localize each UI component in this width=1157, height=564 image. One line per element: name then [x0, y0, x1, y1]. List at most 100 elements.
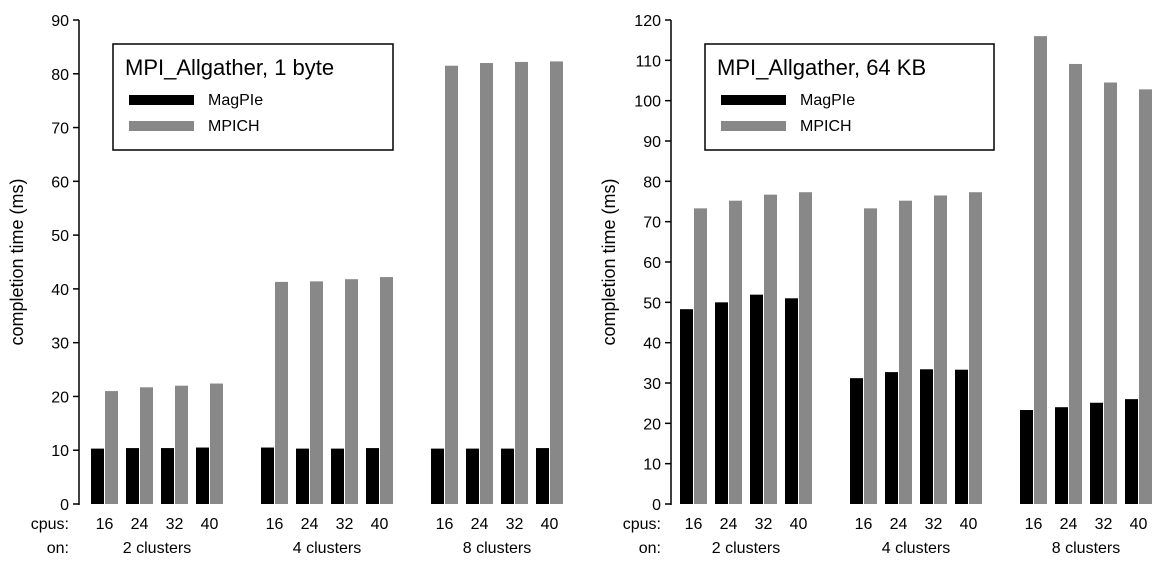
y-tick-label: 50 — [643, 295, 661, 312]
y-tick-label: 70 — [51, 121, 69, 138]
cpus-tick-label: 24 — [301, 516, 319, 533]
cpus-tick-label: 40 — [790, 516, 808, 533]
on-row-label: on: — [47, 540, 69, 557]
bar-mpich-4-clusters-40 — [380, 277, 393, 504]
bar-mpich-2-clusters-24 — [729, 200, 742, 504]
bar-magpie-2-clusters-16 — [91, 448, 104, 504]
bar-mpich-4-clusters-32 — [934, 195, 947, 504]
y-tick-label: 70 — [643, 215, 661, 232]
chart-1-allgather-1-byte: 0 10 20 30 40 50 60 70 80 90 completion time (ms) c… — [7, 13, 563, 557]
bar-mpich-2-clusters-32 — [175, 385, 188, 504]
bar-mpich-8-clusters-24 — [480, 63, 493, 505]
cpus-tick-label: 40 — [201, 516, 219, 533]
cluster-group-label: 2 clusters — [123, 540, 191, 557]
bar-mpich-4-clusters-24 — [310, 281, 323, 504]
bar-mpich-4-clusters-16 — [864, 208, 877, 504]
bar-magpie-2-clusters-24 — [126, 448, 139, 504]
bar-magpie-2-clusters-40 — [785, 298, 798, 504]
y-tick-label: 80 — [51, 67, 69, 84]
cpus-tick-label: 32 — [1095, 516, 1113, 533]
bar-mpich-2-clusters-40 — [799, 192, 812, 504]
cpus-tick-label: 32 — [925, 516, 943, 533]
cpus-tick-label: 24 — [890, 516, 908, 533]
bar-mpich-2-clusters-16 — [105, 391, 118, 504]
bar-magpie-2-clusters-24 — [715, 302, 728, 504]
y-tick-label: 50 — [51, 228, 69, 245]
cpus-tick-label: 16 — [1025, 516, 1043, 533]
y-tick-label: 0 — [652, 497, 661, 514]
y-tick-label: 110 — [635, 53, 661, 70]
chart-title: MPI_Allgather, 1 byte — [125, 55, 334, 80]
legend-swatch — [129, 95, 194, 105]
y-tick-label: 60 — [51, 174, 69, 191]
cpus-tick-label: 40 — [371, 516, 389, 533]
cpus-row-label: cpus: — [623, 516, 661, 533]
cpus-tick-label: 40 — [1130, 516, 1148, 533]
y-tick-label: 60 — [643, 255, 661, 272]
cpus-tick-label: 16 — [266, 516, 284, 533]
bar-magpie-2-clusters-32 — [161, 448, 174, 504]
chart-title: MPI_Allgather, 64 KB — [717, 55, 926, 80]
cpus-tick-label: 16 — [685, 516, 703, 533]
bar-magpie-4-clusters-40 — [366, 448, 379, 504]
bar-magpie-8-clusters-40 — [1125, 399, 1138, 504]
bar-mpich-2-clusters-40 — [210, 383, 223, 504]
y-tick-label: 90 — [643, 134, 661, 151]
bar-magpie-4-clusters-16 — [850, 378, 863, 504]
y-tick-label: 100 — [634, 94, 661, 111]
cpus-tick-label: 24 — [1060, 516, 1078, 533]
bar-magpie-8-clusters-32 — [1090, 402, 1103, 504]
legend-swatch — [721, 95, 786, 105]
bar-mpich-8-clusters-40 — [550, 61, 563, 505]
bar-magpie-8-clusters-16 — [1020, 410, 1033, 504]
cluster-group-label: 4 clusters — [882, 540, 950, 557]
y-tick-label: 90 — [51, 13, 69, 30]
bar-mpich-8-clusters-40 — [1139, 89, 1152, 504]
bar-magpie-4-clusters-40 — [955, 369, 968, 504]
legend-entry-magpie: MagPIe — [208, 92, 263, 109]
cpus-tick-label: 32 — [506, 516, 524, 533]
bar-mpich-8-clusters-24 — [1069, 63, 1082, 505]
bar-magpie-8-clusters-40 — [536, 448, 549, 504]
cpus-tick-label: 24 — [131, 516, 149, 533]
cpus-tick-label: 16 — [855, 516, 873, 533]
y-tick-label: 20 — [643, 416, 661, 433]
bar-mpich-8-clusters-32 — [515, 61, 528, 505]
cpus-tick-label: 32 — [755, 516, 773, 533]
y-tick-label: 30 — [643, 376, 661, 393]
y-tick-label: 30 — [51, 336, 69, 353]
bar-mpich-4-clusters-40 — [969, 192, 982, 504]
cpus-tick-label: 16 — [436, 516, 454, 533]
cluster-group-label: 8 clusters — [463, 540, 531, 557]
chart-2-allgather-64kb: 0 10 20 30 40 50 60 70 80 90 100 110 120 completion t… — [599, 13, 1152, 557]
bar-magpie-4-clusters-24 — [296, 448, 309, 504]
cpus-tick-label: 40 — [960, 516, 978, 533]
bar-mpich-4-clusters-24 — [899, 200, 912, 504]
bar-magpie-2-clusters-40 — [196, 447, 209, 504]
bar-mpich-2-clusters-24 — [140, 387, 153, 504]
y-axis-label: completion time (ms) — [599, 178, 619, 345]
bar-mpich-4-clusters-16 — [275, 281, 288, 504]
on-row-label: on: — [639, 540, 661, 557]
legend-entry-mpich: MPICH — [208, 118, 260, 135]
y-tick-label: 20 — [51, 389, 69, 406]
bar-mpich-2-clusters-16 — [694, 208, 707, 504]
y-tick-label: 40 — [51, 282, 69, 299]
bar-mpich-8-clusters-16 — [445, 65, 458, 504]
bar-magpie-2-clusters-32 — [750, 294, 763, 504]
cpus-tick-label: 24 — [471, 516, 489, 533]
bar-magpie-2-clusters-16 — [680, 309, 693, 504]
bar-mpich-2-clusters-32 — [764, 194, 777, 505]
bar-magpie-4-clusters-24 — [885, 372, 898, 504]
bar-mpich-4-clusters-32 — [345, 279, 358, 504]
cpus-tick-label: 40 — [541, 516, 559, 533]
bar-magpie-4-clusters-16 — [261, 447, 274, 504]
bar-magpie-8-clusters-32 — [501, 448, 514, 504]
y-tick-label: 40 — [643, 336, 661, 353]
cpus-tick-label: 32 — [336, 516, 354, 533]
bar-mpich-8-clusters-16 — [1034, 36, 1047, 505]
bar-magpie-4-clusters-32 — [920, 369, 933, 504]
bar-mpich-8-clusters-32 — [1104, 82, 1117, 505]
legend-entry-magpie: MagPIe — [800, 92, 855, 109]
bar-magpie-8-clusters-24 — [466, 448, 479, 504]
